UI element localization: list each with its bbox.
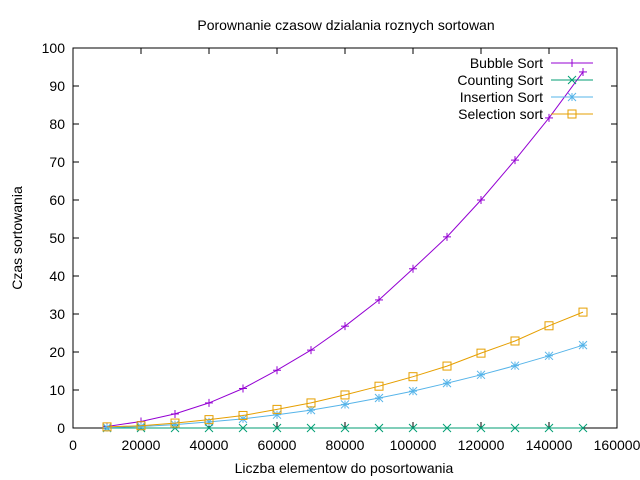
data-point-selection-sort: [306, 398, 316, 408]
x-tick-label: 100000: [390, 437, 437, 453]
x-tick-label: 0: [69, 437, 77, 453]
data-point-selection-sort: [272, 404, 282, 414]
plot-frame: [72, 47, 618, 429]
series-line-bubble-sort: [106, 71, 584, 427]
data-point-insertion-sort: [272, 410, 282, 420]
data-point-selection-sort: [238, 410, 248, 420]
x-tick-label: 40000: [190, 437, 229, 453]
x-tick-label: 60000: [258, 437, 297, 453]
data-point-bubble-sort: [239, 384, 247, 393]
legend-marker-selection-sort: [567, 109, 577, 119]
data-point-selection-sort: [510, 336, 520, 346]
data-point-selection-sort: [442, 361, 452, 371]
legend-marker-bubble-sort: [568, 59, 576, 67]
y-tick-label: 70: [49, 154, 65, 170]
y-tick-label: 10: [49, 382, 65, 398]
y-tick-label: 100: [42, 40, 66, 56]
legend-label-selection-sort: Selection sort: [458, 106, 543, 122]
data-point-bubble-sort: [545, 113, 553, 122]
data-point-selection-sort: [204, 415, 214, 425]
data-point-insertion-sort: [408, 386, 418, 396]
data-point-bubble-sort: [409, 264, 417, 273]
data-point-bubble-sort: [579, 67, 587, 76]
legend-label-counting-sort: Counting Sort: [457, 72, 543, 88]
data-point-counting-sort: [306, 423, 316, 433]
series-line-insertion-sort: [106, 344, 584, 429]
data-point-bubble-sort: [205, 398, 213, 407]
data-point-counting-sort: [510, 423, 520, 433]
y-tick-label: 60: [49, 192, 65, 208]
series-line-selection-sort: [106, 311, 584, 428]
y-tick-label: 50: [49, 230, 65, 246]
data-point-bubble-sort: [443, 232, 451, 241]
legend-marker-insertion-sort: [567, 92, 577, 102]
legend-label-bubble-sort: Bubble Sort: [470, 55, 543, 71]
x-tick-label: 20000: [122, 437, 161, 453]
data-point-selection-sort: [544, 321, 554, 331]
data-point-selection-sort: [374, 381, 384, 391]
legend-marker-counting-sort: [567, 75, 577, 85]
y-tick-label: 0: [57, 420, 65, 436]
data-point-insertion-sort: [306, 405, 316, 415]
data-point-insertion-sort: [102, 423, 112, 432]
data-point-counting-sort: [442, 423, 452, 433]
y-tick-label: 20: [49, 344, 65, 360]
x-tick-label: 120000: [458, 437, 505, 453]
data-point-counting-sort: [340, 423, 350, 433]
data-point-insertion-sort: [136, 422, 146, 431]
data-point-bubble-sort: [511, 156, 519, 165]
x-tick-label: 80000: [326, 437, 365, 453]
x-tick-label: 140000: [526, 437, 573, 453]
data-point-insertion-sort: [374, 393, 384, 403]
data-point-insertion-sort: [510, 361, 520, 371]
data-point-bubble-sort: [171, 409, 179, 418]
data-point-bubble-sort: [307, 346, 315, 355]
data-point-insertion-sort: [476, 370, 486, 380]
data-point-bubble-sort: [341, 322, 349, 331]
data-point-selection-sort: [102, 422, 112, 432]
y-tick-label: 30: [49, 306, 65, 322]
x-tick-label: 160000: [594, 437, 640, 453]
chart-title: Porownanie czasow dzialania roznych sort…: [197, 17, 494, 33]
data-point-counting-sort: [204, 423, 214, 433]
data-point-counting-sort: [374, 423, 384, 433]
y-tick-label: 90: [49, 78, 65, 94]
data-point-selection-sort: [136, 421, 146, 431]
data-point-counting-sort: [476, 423, 486, 433]
data-point-insertion-sort: [442, 378, 452, 388]
data-point-selection-sort: [170, 418, 180, 428]
data-point-bubble-sort: [375, 295, 383, 304]
plot-area: 0 20000 40000 60000 80000 100000 120000 140000 1…: [42, 40, 640, 453]
data-point-insertion-sort: [578, 340, 588, 350]
y-tick-label: 80: [49, 116, 65, 132]
data-point-selection-sort: [578, 307, 588, 317]
y-tick-label: 40: [49, 268, 65, 284]
data-point-bubble-sort: [273, 366, 281, 375]
data-point-selection-sort: [408, 372, 418, 382]
x-axis-label: Liczba elementow do posortowania: [235, 460, 454, 476]
data-point-insertion-sort: [544, 351, 554, 361]
legend-label-insertion-sort: Insertion Sort: [460, 89, 543, 105]
data-point-insertion-sort: [340, 400, 350, 409]
data-point-counting-sort: [578, 423, 588, 433]
data-point-counting-sort: [272, 423, 282, 433]
data-point-counting-sort: [408, 423, 418, 433]
data-point-bubble-sort: [477, 196, 485, 204]
data-point-counting-sort: [238, 423, 248, 433]
data-point-selection-sort: [340, 390, 350, 400]
y-axis-label: Czas sortowania: [9, 186, 25, 290]
data-point-counting-sort: [544, 423, 554, 433]
data-point-selection-sort: [476, 348, 486, 358]
